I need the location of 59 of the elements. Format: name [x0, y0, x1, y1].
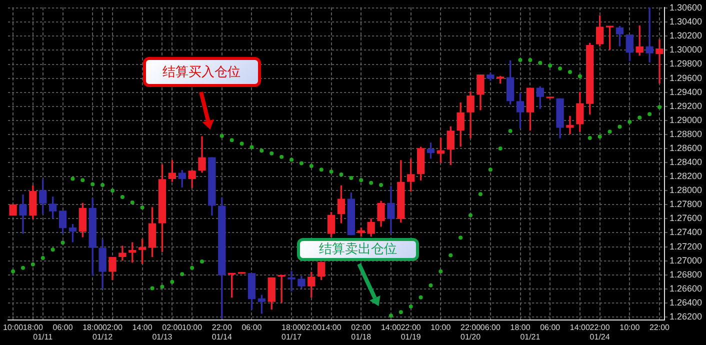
x-tick-label: 18:00 01/17	[281, 322, 302, 342]
y-tick-label: 1.27800	[669, 199, 702, 210]
x-tick-label: 02:00	[162, 322, 183, 332]
x-tick-label: 06:00	[480, 322, 501, 332]
x-tick-label: 02:00 01/18	[351, 322, 372, 342]
x-tick-label: 02:00	[301, 322, 322, 332]
x-tick-label: 06:00	[242, 322, 262, 332]
x-tick-label: 22:00 01/24	[590, 322, 610, 342]
y-tick-label: 1.28600	[669, 142, 702, 153]
y-tick-label: 1.27200	[669, 241, 702, 252]
x-tick-label: 18:00	[82, 322, 104, 332]
y-tick-label: 1.28200	[669, 171, 702, 182]
y-tick-label: 1.27400	[669, 227, 702, 238]
x-tick-label: 01/21	[520, 332, 541, 342]
y-tick-label: 1.26800	[669, 269, 702, 280]
y-tick-label: 1.29800	[669, 58, 702, 69]
y-tick-label: 1.30000	[669, 44, 702, 55]
y-tick-label: 1.29000	[669, 114, 702, 125]
y-tick-label: 1.28000	[669, 185, 702, 196]
x-tick-label: 06:00	[540, 322, 561, 332]
x-tick-label: 14:00	[132, 322, 153, 332]
candlestick	[566, 116, 574, 134]
x-tick-label: 22:00	[649, 322, 670, 332]
candlestick	[288, 271, 296, 292]
x-tick-label: 14:00	[380, 322, 402, 332]
callout-box: 结算卖出仓位	[296, 238, 419, 261]
x-tick-label: 18:00	[22, 322, 44, 332]
y-tick-label: 1.26600	[669, 283, 702, 294]
y-tick-label: 1.30600	[669, 2, 702, 13]
x-tick-label: 22:00 01/14	[212, 322, 232, 342]
x-tick-label: 14:00	[570, 322, 590, 332]
x-tick-label: 01/13	[152, 332, 173, 342]
y-tick-label: 1.29600	[669, 72, 702, 83]
y-tick-label: 1.30200	[669, 30, 702, 41]
y-tick-label: 1.30400	[669, 16, 702, 27]
candlestick	[278, 274, 286, 303]
y-tick-label: 1.26200	[669, 311, 702, 322]
callout-box: 结算买入仓位	[142, 57, 261, 88]
x-tick-label: 01/11	[33, 332, 54, 342]
candlestick	[656, 39, 664, 84]
x-tick-label: 10:00	[182, 322, 203, 332]
x-tick-label: 10:00	[620, 322, 640, 332]
y-tick-label: 1.29400	[669, 86, 702, 97]
y-tick-label: 1.27600	[669, 213, 702, 224]
x-tick-label: 14:00	[321, 322, 342, 332]
x-tick-label: 22:00 01/19	[400, 322, 422, 342]
x-tick-label: 10:00	[430, 322, 452, 332]
candlestick	[646, 7, 654, 62]
x-tick-label: 10:00	[3, 322, 24, 332]
y-tick-label: 1.29200	[669, 100, 702, 111]
x-tick-label: 01/12	[92, 332, 114, 342]
x-tick-label: 18:00	[510, 322, 531, 332]
x-tick-label: 02:00	[102, 322, 124, 332]
x-tick-label: 22:00 01/20	[460, 322, 482, 342]
y-tick-label: 1.27000	[669, 255, 702, 266]
y-tick-label: 1.28400	[669, 157, 702, 168]
y-tick-label: 1.26400	[669, 297, 702, 308]
y-tick-label: 1.28800	[669, 128, 702, 139]
x-tick-label: 06:00	[52, 322, 74, 332]
